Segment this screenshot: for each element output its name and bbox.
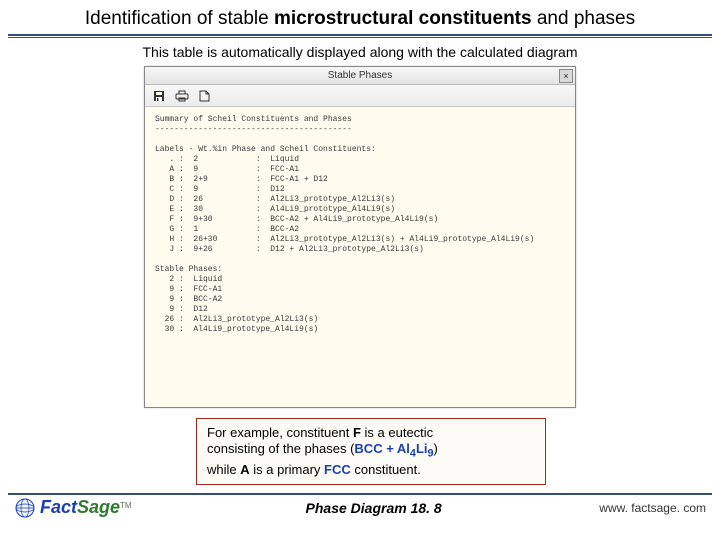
logo-tm: TM — [120, 501, 132, 510]
stable-phases-window: Stable Phases × Summary of Scheil Consti… — [144, 66, 576, 408]
window-title: Stable Phases — [328, 70, 393, 81]
slide-title: Identification of stable microstructural… — [0, 0, 720, 34]
callout-phase-bcc: BCC + Al4Li9 — [354, 441, 433, 456]
logo-fact: Fact — [40, 497, 77, 517]
title-pre: Identification of stable — [85, 8, 274, 29]
footer-url: www. factsage. com — [599, 501, 706, 515]
window-body: Summary of Scheil Constituents and Phase… — [145, 107, 575, 407]
callout-text: while — [207, 462, 240, 477]
callout-constituent-f: F — [353, 425, 361, 440]
slide-footer: FactSageTM Phase Diagram 18. 8 www. fact… — [0, 495, 720, 519]
callout-phase-fcc: FCC — [324, 462, 351, 477]
window-titlebar: Stable Phases × — [145, 67, 575, 85]
title-bold: microstructural constituents — [274, 8, 532, 29]
window-toolbar — [145, 85, 575, 107]
example-callout: For example, constituent F is a eutectic… — [196, 418, 546, 485]
callout-text: constituent. — [351, 462, 421, 477]
print-icon[interactable] — [175, 90, 189, 102]
logo-sage: Sage — [77, 497, 120, 517]
callout-text: For example, constituent — [207, 425, 353, 440]
factsage-logo: FactSageTM — [14, 497, 132, 519]
title-post: and phases — [532, 8, 636, 29]
footer-page-label: Phase Diagram 18. 8 — [306, 500, 442, 516]
callout-constituent-a: A — [240, 462, 249, 477]
new-icon[interactable] — [199, 90, 210, 102]
callout-text: consisting of the phases ( — [207, 441, 354, 456]
subtitle: This table is automatically displayed al… — [0, 38, 720, 66]
callout-text: is a primary — [250, 462, 324, 477]
globe-icon — [14, 497, 36, 519]
close-icon[interactable]: × — [559, 69, 573, 83]
save-icon[interactable] — [153, 90, 165, 102]
callout-text: ) — [434, 441, 438, 456]
callout-text: is a eutectic — [361, 425, 433, 440]
